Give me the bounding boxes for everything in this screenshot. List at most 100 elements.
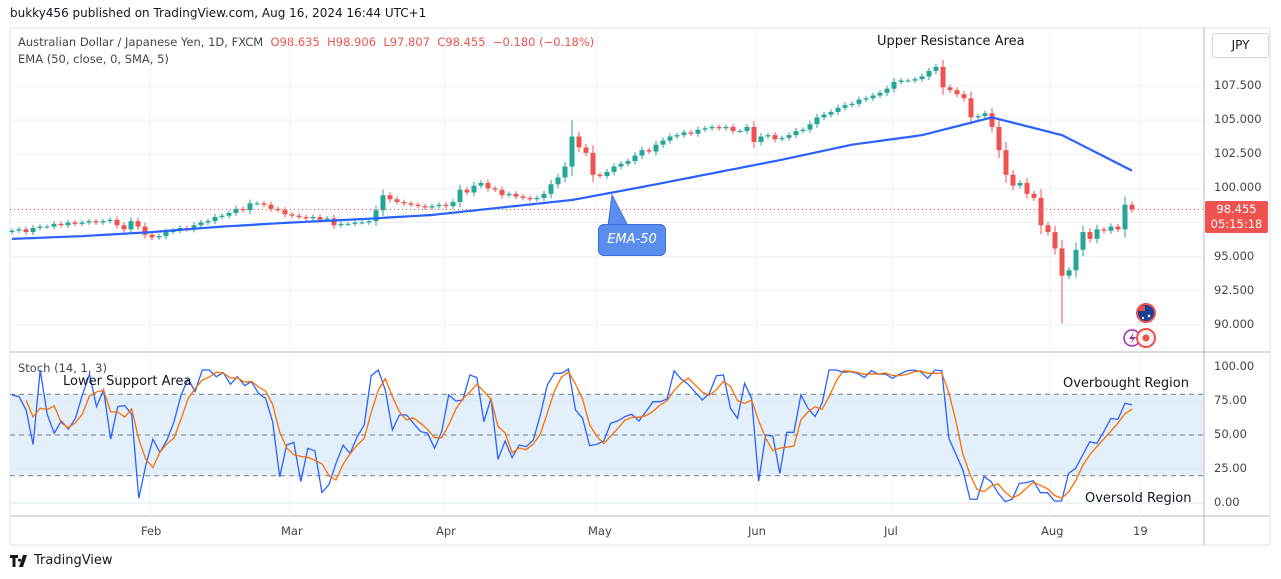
candle-up [457, 189, 463, 203]
candle-down [422, 206, 428, 208]
candle-up [1094, 229, 1100, 239]
candle-down [296, 215, 302, 218]
time-tick-label: Jun [748, 524, 766, 538]
candle-up [338, 223, 344, 226]
candle-down [142, 226, 148, 235]
candle-down [520, 196, 526, 198]
candle-up [79, 222, 85, 224]
candle-down [688, 132, 694, 134]
candle-up [555, 177, 561, 185]
candle-up [660, 140, 666, 145]
lightning-bolt [1129, 332, 1136, 344]
candle-down [646, 150, 652, 152]
candle-down [415, 204, 421, 207]
candle-up [667, 136, 673, 141]
footer-brand[interactable]: TradingView [10, 553, 113, 568]
candle-down [499, 189, 505, 196]
flag-star [1141, 316, 1145, 320]
candle-up [765, 135, 771, 137]
candle-up [814, 117, 820, 125]
time-tick-label: Aug [1041, 524, 1064, 538]
ema-legend[interactable]: EMA (50, close, 0, SMA, 5) [18, 52, 169, 66]
candle-up [849, 103, 855, 106]
candle-down [961, 94, 967, 99]
candle-down [492, 188, 498, 190]
candle-up [548, 184, 554, 194]
candle-down [968, 98, 974, 118]
candle-up [163, 232, 169, 237]
last-price-label: 98.455 05:15:18 [1205, 201, 1268, 233]
candle-up [16, 229, 22, 231]
stoch-k-line [11, 367, 1133, 503]
ema-callout-pointer [607, 193, 629, 227]
candle-up [9, 230, 15, 233]
candle-up [975, 116, 981, 118]
stoch-tick-label: 75.00 [1214, 393, 1247, 407]
record-dot-icon [1136, 328, 1156, 348]
annotation-lower-support: Lower Support Area [63, 374, 192, 389]
ohlc-open: O98.635 [270, 35, 320, 49]
candle-down [114, 219, 120, 226]
currency-button[interactable]: JPY [1212, 33, 1269, 58]
candle-down [996, 126, 1002, 151]
candle-down [576, 136, 582, 148]
price-tick-label: 95.000 [1214, 248, 1255, 263]
price-tick-label: 102.500 [1214, 146, 1262, 161]
candle-down [1024, 182, 1030, 194]
candle-down [464, 189, 470, 193]
candle-up [212, 217, 218, 222]
candle-down [408, 203, 414, 205]
candle-up [219, 215, 225, 218]
stoch-d-line [25, 370, 1133, 499]
candle-up [674, 135, 680, 137]
annotation-ema-50: EMA-50 [598, 224, 666, 256]
bar-countdown: 05:15:18 [1210, 217, 1263, 231]
candle-down [394, 199, 400, 203]
candle-up [884, 88, 890, 93]
candle-up [611, 166, 617, 172]
candle-up [562, 166, 568, 178]
candle-down [1038, 197, 1044, 226]
candle-up [506, 193, 512, 196]
candle-down [135, 221, 141, 227]
candle-up [653, 144, 659, 152]
candle-up [429, 206, 435, 208]
candle-up [807, 124, 813, 130]
australia-flag-icon [1136, 303, 1156, 323]
candle-down [597, 174, 603, 177]
candle-up [37, 226, 43, 228]
candle-up [156, 236, 162, 238]
candle-down [72, 222, 78, 224]
ohlc-low: L97.807 [383, 35, 430, 49]
candle-up [1122, 204, 1128, 230]
candle-up [450, 202, 456, 207]
candle-up [842, 105, 848, 108]
candle-up [1073, 249, 1079, 271]
flag-star [1147, 314, 1151, 318]
published-info: bukky456 published on TradingView.com, A… [10, 6, 427, 20]
time-tick-label: Mar [281, 524, 303, 538]
candle-up [30, 227, 36, 233]
time-tick-label: Jul [884, 524, 898, 538]
candle-up [191, 225, 197, 230]
candle-up [828, 111, 834, 115]
price-tick-label: 100.000 [1214, 180, 1262, 195]
candle-up [737, 131, 743, 133]
candle-down [989, 113, 995, 127]
price-tick-label: 92.500 [1214, 282, 1255, 297]
candle-up [898, 80, 904, 82]
candle-down [317, 217, 323, 220]
tradingview-logo-icon [10, 554, 27, 567]
candle-up [835, 107, 841, 112]
time-tick-label: Feb [141, 524, 162, 538]
candle-up [1080, 232, 1086, 250]
candle-up [44, 226, 50, 228]
candle-up [870, 95, 876, 99]
candle-up [625, 161, 631, 164]
candle-down [282, 210, 288, 215]
candle-down [261, 203, 267, 205]
price-tick-label: 90.000 [1214, 316, 1255, 331]
candles [9, 59, 1135, 324]
annotation-oversold: Oversold Region [1085, 491, 1192, 506]
